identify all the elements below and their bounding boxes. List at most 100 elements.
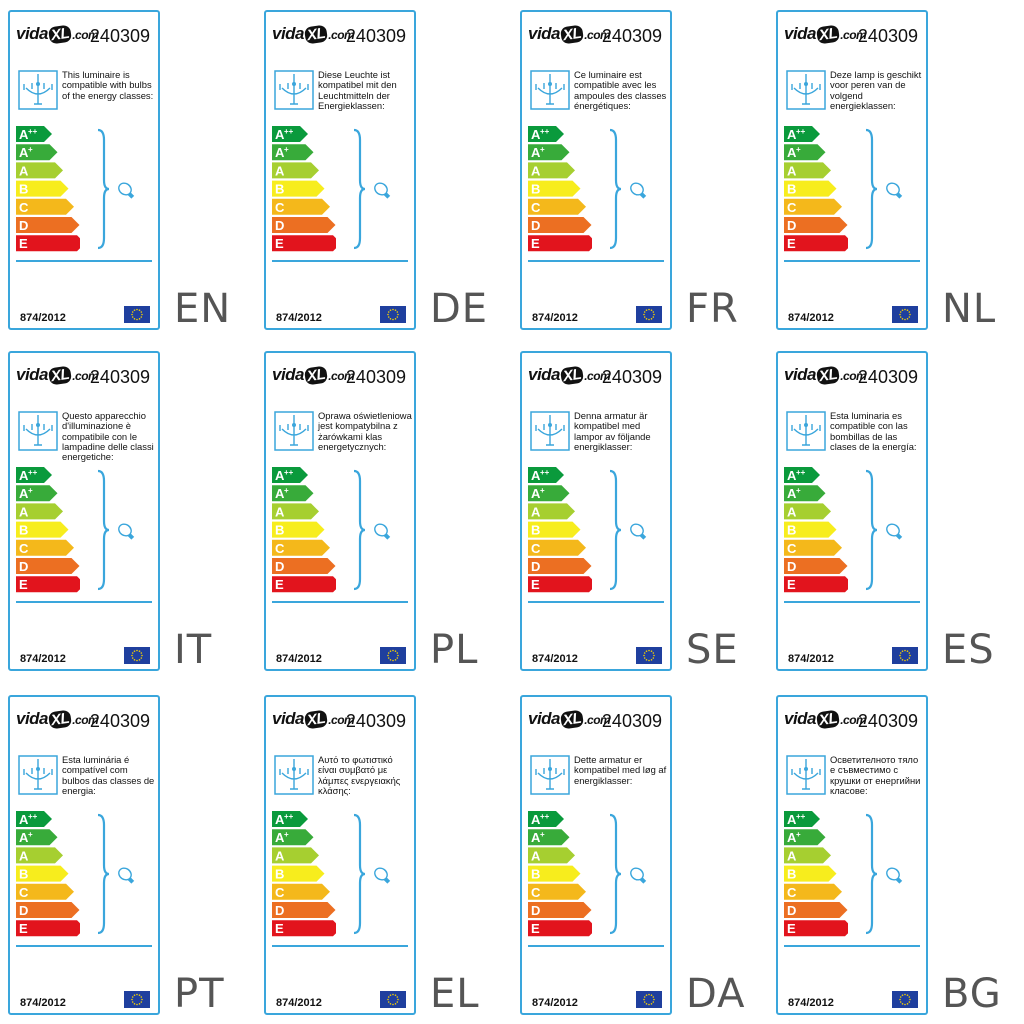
energy-class-a-bar: A + xyxy=(16,485,58,502)
brace-icon xyxy=(865,813,878,935)
regulation-number: 874/2012 xyxy=(20,653,66,665)
energy-label: vida XL .com 240309 Esta luminaria es compat… xyxy=(776,351,928,671)
energy-class-c-bar: C xyxy=(16,539,74,556)
energy-class-a-bar: A xyxy=(16,847,63,864)
vidaxl-logo: vida XL .com xyxy=(528,24,611,45)
energy-class-superscript: + xyxy=(796,830,801,839)
logo-text: vida xyxy=(784,365,817,384)
chandelier-icon xyxy=(786,755,826,795)
logo-xl: XL xyxy=(559,24,585,45)
divider xyxy=(528,260,664,262)
energy-class-letter: A xyxy=(19,145,29,160)
energy-class-letter: A xyxy=(275,468,285,483)
brace-icon xyxy=(865,128,878,250)
brace-icon xyxy=(609,128,622,250)
energy-label: vida XL .com 240309 Dette armatur er kompati… xyxy=(520,695,672,1015)
chandelier-icon xyxy=(786,70,826,110)
energy-class-d-bar: D xyxy=(528,902,592,918)
energy-class-a-bar: A xyxy=(16,162,63,179)
logo-domain: .com xyxy=(840,28,867,42)
bulb-icon xyxy=(374,182,391,199)
logo-text: vida xyxy=(528,365,561,384)
logo-domain: .com xyxy=(72,713,99,727)
energy-class-letter: E xyxy=(531,236,540,251)
energy-class-e-bar: E xyxy=(528,576,592,592)
energy-class-superscript: ++ xyxy=(284,812,294,821)
model-number: 240309 xyxy=(89,367,150,387)
energy-class-d-bar: D xyxy=(272,558,336,574)
energy-class-superscript: + xyxy=(540,830,545,839)
regulation-number: 874/2012 xyxy=(788,997,834,1009)
energy-class-a-bar: A + xyxy=(784,144,826,161)
energy-label: vida XL .com 240309 Diese Leuchte ist kompat… xyxy=(264,10,416,330)
energy-class-letter: B xyxy=(275,523,284,538)
compatibility-text: This luminaire is compatible with bulbs … xyxy=(62,69,154,101)
divider xyxy=(528,601,664,603)
language-code: BG xyxy=(942,971,1002,1017)
energy-class-letter: C xyxy=(531,541,541,556)
energy-class-letter: A xyxy=(19,830,29,845)
regulation-number: 874/2012 xyxy=(532,997,578,1009)
energy-class-letter: C xyxy=(275,885,285,900)
chandelier-icon xyxy=(18,755,58,795)
energy-class-superscript: + xyxy=(28,145,33,154)
energy-class-superscript: ++ xyxy=(796,468,806,477)
energy-class-superscript: ++ xyxy=(540,468,550,477)
energy-class-c-bar: C xyxy=(784,198,842,215)
brace-icon xyxy=(353,813,366,935)
energy-class-superscript: ++ xyxy=(28,468,38,477)
logo-text: vida xyxy=(272,24,305,43)
energy-class-letter: A xyxy=(275,145,285,160)
compatibility-text: Ce luminaire est compatible avec les amp… xyxy=(574,69,667,111)
bulb-icon xyxy=(630,867,647,884)
eu-flag-icon xyxy=(124,306,150,323)
bulb-icon xyxy=(630,182,647,199)
logo-domain: .com xyxy=(328,369,355,383)
energy-class-letter: A xyxy=(787,468,797,483)
bulb-icon xyxy=(374,523,391,540)
energy-class-letter: B xyxy=(787,867,796,882)
energy-class-letter: D xyxy=(275,218,284,233)
energy-class-letter: B xyxy=(787,523,796,538)
energy-class-superscript: ++ xyxy=(796,812,806,821)
brace-icon xyxy=(865,469,878,591)
eu-flag-icon xyxy=(380,991,406,1008)
energy-class-d-bar: D xyxy=(16,902,80,918)
energy-label: vida XL .com 240309 Questo apparecchio d'ill… xyxy=(8,351,160,671)
energy-class-letter: D xyxy=(531,559,540,574)
energy-class-a-bar: A + xyxy=(272,485,314,502)
divider xyxy=(784,601,920,603)
energy-class-b-bar: B xyxy=(272,180,325,197)
energy-class-letter: B xyxy=(19,867,28,882)
energy-class-d-bar: D xyxy=(16,558,80,574)
energy-class-superscript: ++ xyxy=(796,127,806,136)
divider xyxy=(272,945,408,947)
energy-class-a-bar: A ++ xyxy=(528,811,564,827)
energy-class-letter: A xyxy=(275,848,285,863)
energy-class-a-bar: A ++ xyxy=(784,467,820,483)
energy-class-d-bar: D xyxy=(784,558,848,574)
energy-class-e-bar: E xyxy=(784,576,848,592)
compatibility-text: Esta luminaria es compatible con las bom… xyxy=(830,410,917,452)
bulb-icon xyxy=(118,523,135,540)
brace-icon xyxy=(609,469,622,591)
energy-class-superscript: ++ xyxy=(28,127,38,136)
energy-class-d-bar: D xyxy=(272,902,336,918)
energy-class-a-bar: A xyxy=(528,847,575,864)
energy-class-b-bar: B xyxy=(16,521,69,538)
energy-class-a-bar: A ++ xyxy=(16,811,52,827)
energy-class-superscript: + xyxy=(540,486,545,495)
energy-class-e-bar: E xyxy=(784,920,848,936)
energy-class-letter: A xyxy=(19,486,29,501)
energy-class-a-bar: A xyxy=(272,503,319,520)
energy-class-superscript: + xyxy=(284,486,289,495)
logo-xl: XL xyxy=(47,709,73,730)
energy-class-d-bar: D xyxy=(784,217,848,233)
energy-class-superscript: ++ xyxy=(28,812,38,821)
language-code: SE xyxy=(686,627,739,673)
energy-class-b-bar: B xyxy=(528,865,581,882)
energy-class-letter: C xyxy=(787,885,797,900)
